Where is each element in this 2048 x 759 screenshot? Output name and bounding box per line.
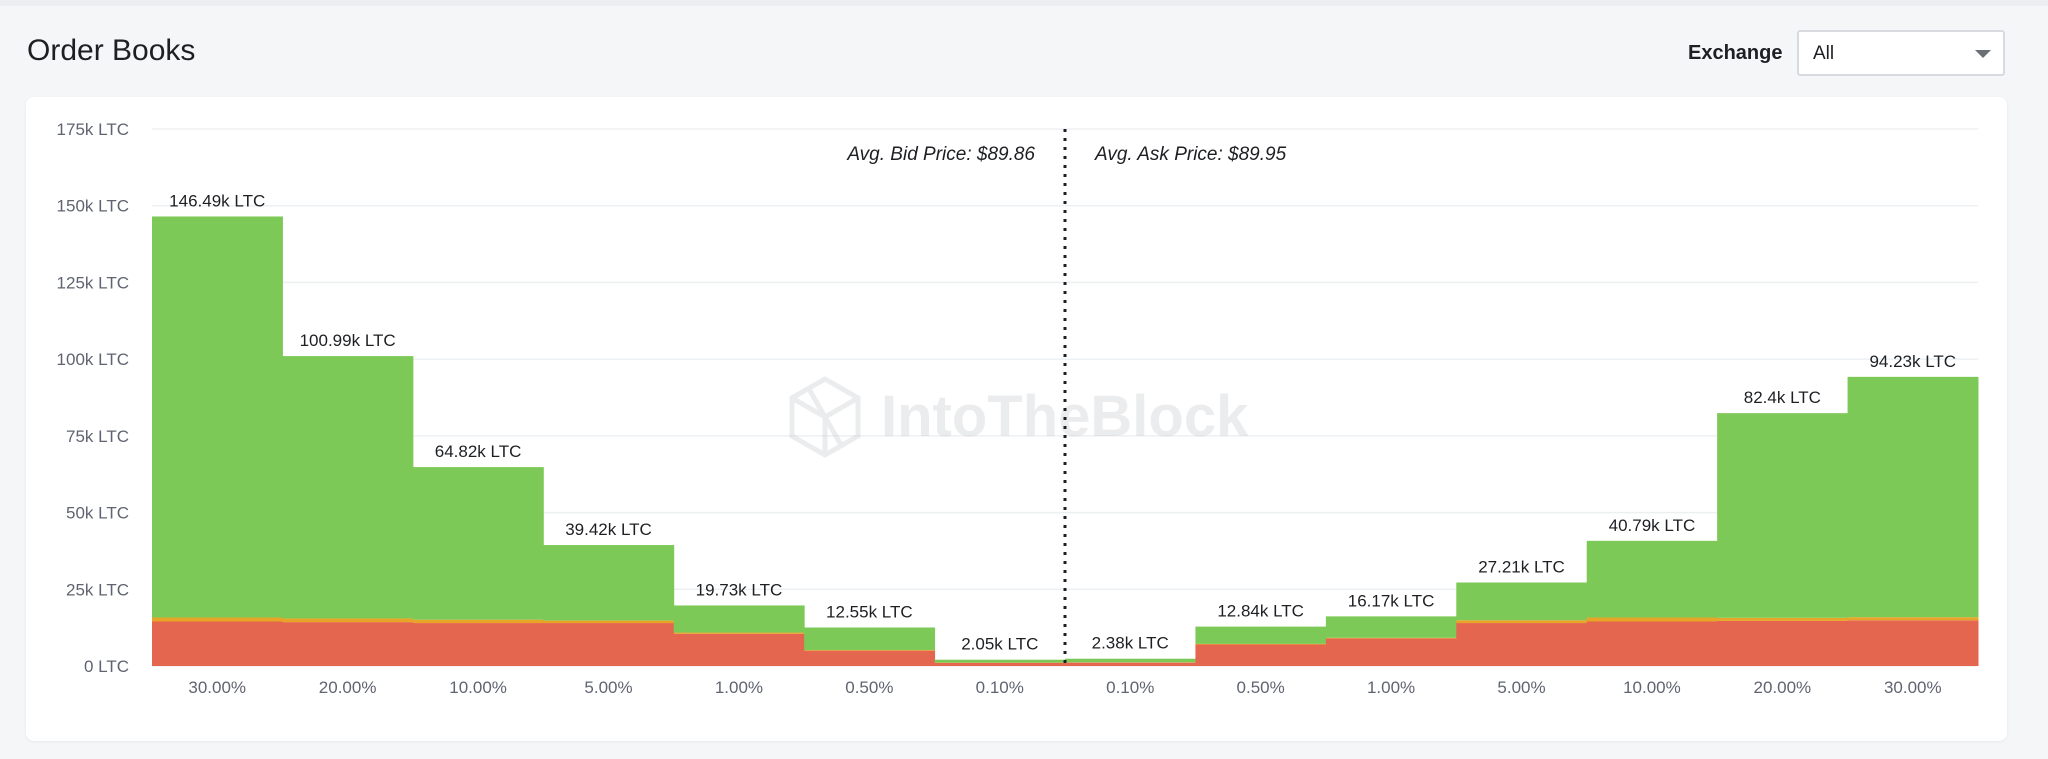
- x-tick-label: 10.00%: [1623, 678, 1681, 697]
- bars: [152, 216, 1979, 666]
- bar-segment-base: [1195, 644, 1327, 666]
- x-tick-label: 30.00%: [188, 678, 246, 697]
- x-tick-label: 1.00%: [715, 678, 763, 697]
- bar-segment-base: [1065, 662, 1196, 666]
- watermark-text: IntoTheBlock: [881, 384, 1249, 449]
- bar-segment-base: [1847, 620, 1979, 666]
- bar-segment-top: [1325, 616, 1457, 638]
- x-tick-label: 5.00%: [1497, 678, 1545, 697]
- x-tick-label: 0.50%: [1237, 678, 1285, 697]
- y-tick-label: 0 LTC: [84, 657, 129, 676]
- bar-segment-top: [1456, 582, 1588, 621]
- bar-segment-top: [804, 627, 936, 651]
- value-label: 12.55k LTC: [826, 602, 913, 621]
- x-tick-label: 1.00%: [1367, 678, 1415, 697]
- bar-segment-base: [412, 623, 544, 666]
- exchange-label: Exchange: [1688, 42, 1783, 64]
- value-label: 19.73k LTC: [696, 580, 783, 599]
- x-tick-label: 10.00%: [449, 678, 507, 697]
- bar-segment-top: [934, 659, 1066, 663]
- value-label: 16.17k LTC: [1348, 591, 1435, 610]
- avg-ask-price-annotation: Avg. Ask Price: $89.95: [1094, 144, 1287, 165]
- bar-segment-top: [412, 467, 544, 620]
- value-label: 40.79k LTC: [1609, 516, 1696, 535]
- bar-segment-mid: [1456, 620, 1588, 624]
- page-title: Order Books: [27, 34, 196, 67]
- bar-segment-top: [543, 545, 675, 621]
- value-label: 94.23k LTC: [1869, 352, 1956, 371]
- bar-segment-base: [152, 621, 283, 666]
- value-labels: 146.49k LTC 100.99k LTC 64.82k LTC 39.42k L…: [169, 191, 1956, 653]
- x-tick-label: 0.10%: [1106, 678, 1154, 697]
- bar-segment-base: [1325, 638, 1457, 666]
- exchange-select-value: All: [1813, 43, 1835, 64]
- bar-segment-top: [1847, 376, 1979, 618]
- y-axis-ticks: 0 LTC 25k LTC 50k LTC 75k LTC 100k LTC 125k L…: [57, 120, 129, 676]
- bar-segment-mid: [1325, 637, 1457, 639]
- bar-segment-base: [282, 622, 414, 666]
- bar-segment-mid: [804, 650, 936, 651]
- top-bar: [0, 0, 2048, 6]
- bar-segment-mid: [673, 632, 805, 634]
- exchange-select[interactable]: All: [1797, 30, 2005, 76]
- bar-segment-mid: [1195, 643, 1327, 645]
- value-label: 100.99k LTC: [300, 331, 396, 350]
- bar-segment-mid: [1586, 617, 1718, 622]
- x-tick-label: 0.10%: [976, 678, 1024, 697]
- x-axis-ticks: 30.00% 20.00% 10.00% 5.00% 1.00% 0.50% 0.10% 0.…: [188, 678, 1941, 697]
- x-tick-label: 0.50%: [845, 678, 893, 697]
- value-label: 12.84k LTC: [1217, 602, 1304, 621]
- bar-segment-mid: [543, 620, 675, 624]
- bar-segment-base: [1456, 623, 1588, 666]
- bar-segment-top: [1717, 413, 1849, 618]
- y-tick-label: 50k LTC: [66, 504, 129, 523]
- bar-segment-base: [673, 633, 805, 666]
- value-label: 64.82k LTC: [435, 442, 522, 461]
- bar-segment-base: [804, 650, 936, 666]
- bar-segment-base: [1586, 621, 1718, 666]
- y-tick-label: 25k LTC: [66, 580, 129, 599]
- bar-segment-mid: [412, 619, 544, 624]
- y-tick-label: 75k LTC: [66, 427, 129, 446]
- bar-segment-mid: [1717, 617, 1849, 621]
- x-tick-label: 5.00%: [584, 678, 632, 697]
- bar-segment-top: [1195, 626, 1327, 644]
- bar-segment-base: [543, 623, 675, 666]
- value-label: 82.4k LTC: [1744, 388, 1821, 407]
- bar-segment-top: [282, 356, 414, 619]
- bar-segment-mid: [282, 618, 414, 623]
- x-tick-label: 20.00%: [319, 678, 377, 697]
- bar-segment-top: [673, 605, 805, 633]
- x-tick-label: 30.00%: [1884, 678, 1942, 697]
- value-label: 2.05k LTC: [961, 635, 1038, 654]
- value-label: 2.38k LTC: [1092, 634, 1169, 653]
- bar-segment-top: [1065, 658, 1196, 663]
- x-tick-label: 20.00%: [1754, 678, 1812, 697]
- value-label: 146.49k LTC: [169, 191, 265, 210]
- bar-segment-base: [1717, 620, 1849, 666]
- watermark-logo: IntoTheBlock: [789, 376, 1249, 458]
- bar-segment-top: [1586, 540, 1718, 618]
- chart-card: IntoTheBlock 0 LTC 25k LTC 50k LTC 75k LTC 1…: [26, 97, 2007, 741]
- value-label: 39.42k LTC: [565, 520, 652, 539]
- bar-segment-mid: [1847, 617, 1979, 621]
- value-label: 27.21k LTC: [1478, 558, 1565, 577]
- y-tick-label: 125k LTC: [57, 273, 129, 292]
- y-tick-label: 100k LTC: [57, 350, 129, 369]
- bar-segment-top: [152, 216, 283, 618]
- chevron-down-icon: [1975, 50, 1991, 58]
- bar-segment-mid: [152, 617, 283, 622]
- y-tick-label: 150k LTC: [57, 197, 129, 216]
- bar-segment-base: [934, 662, 1066, 666]
- y-tick-label: 175k LTC: [57, 120, 129, 139]
- order-book-chart: IntoTheBlock 0 LTC 25k LTC 50k LTC 75k LTC 1…: [57, 120, 1979, 697]
- avg-bid-price-annotation: Avg. Bid Price: $89.86: [846, 144, 1035, 165]
